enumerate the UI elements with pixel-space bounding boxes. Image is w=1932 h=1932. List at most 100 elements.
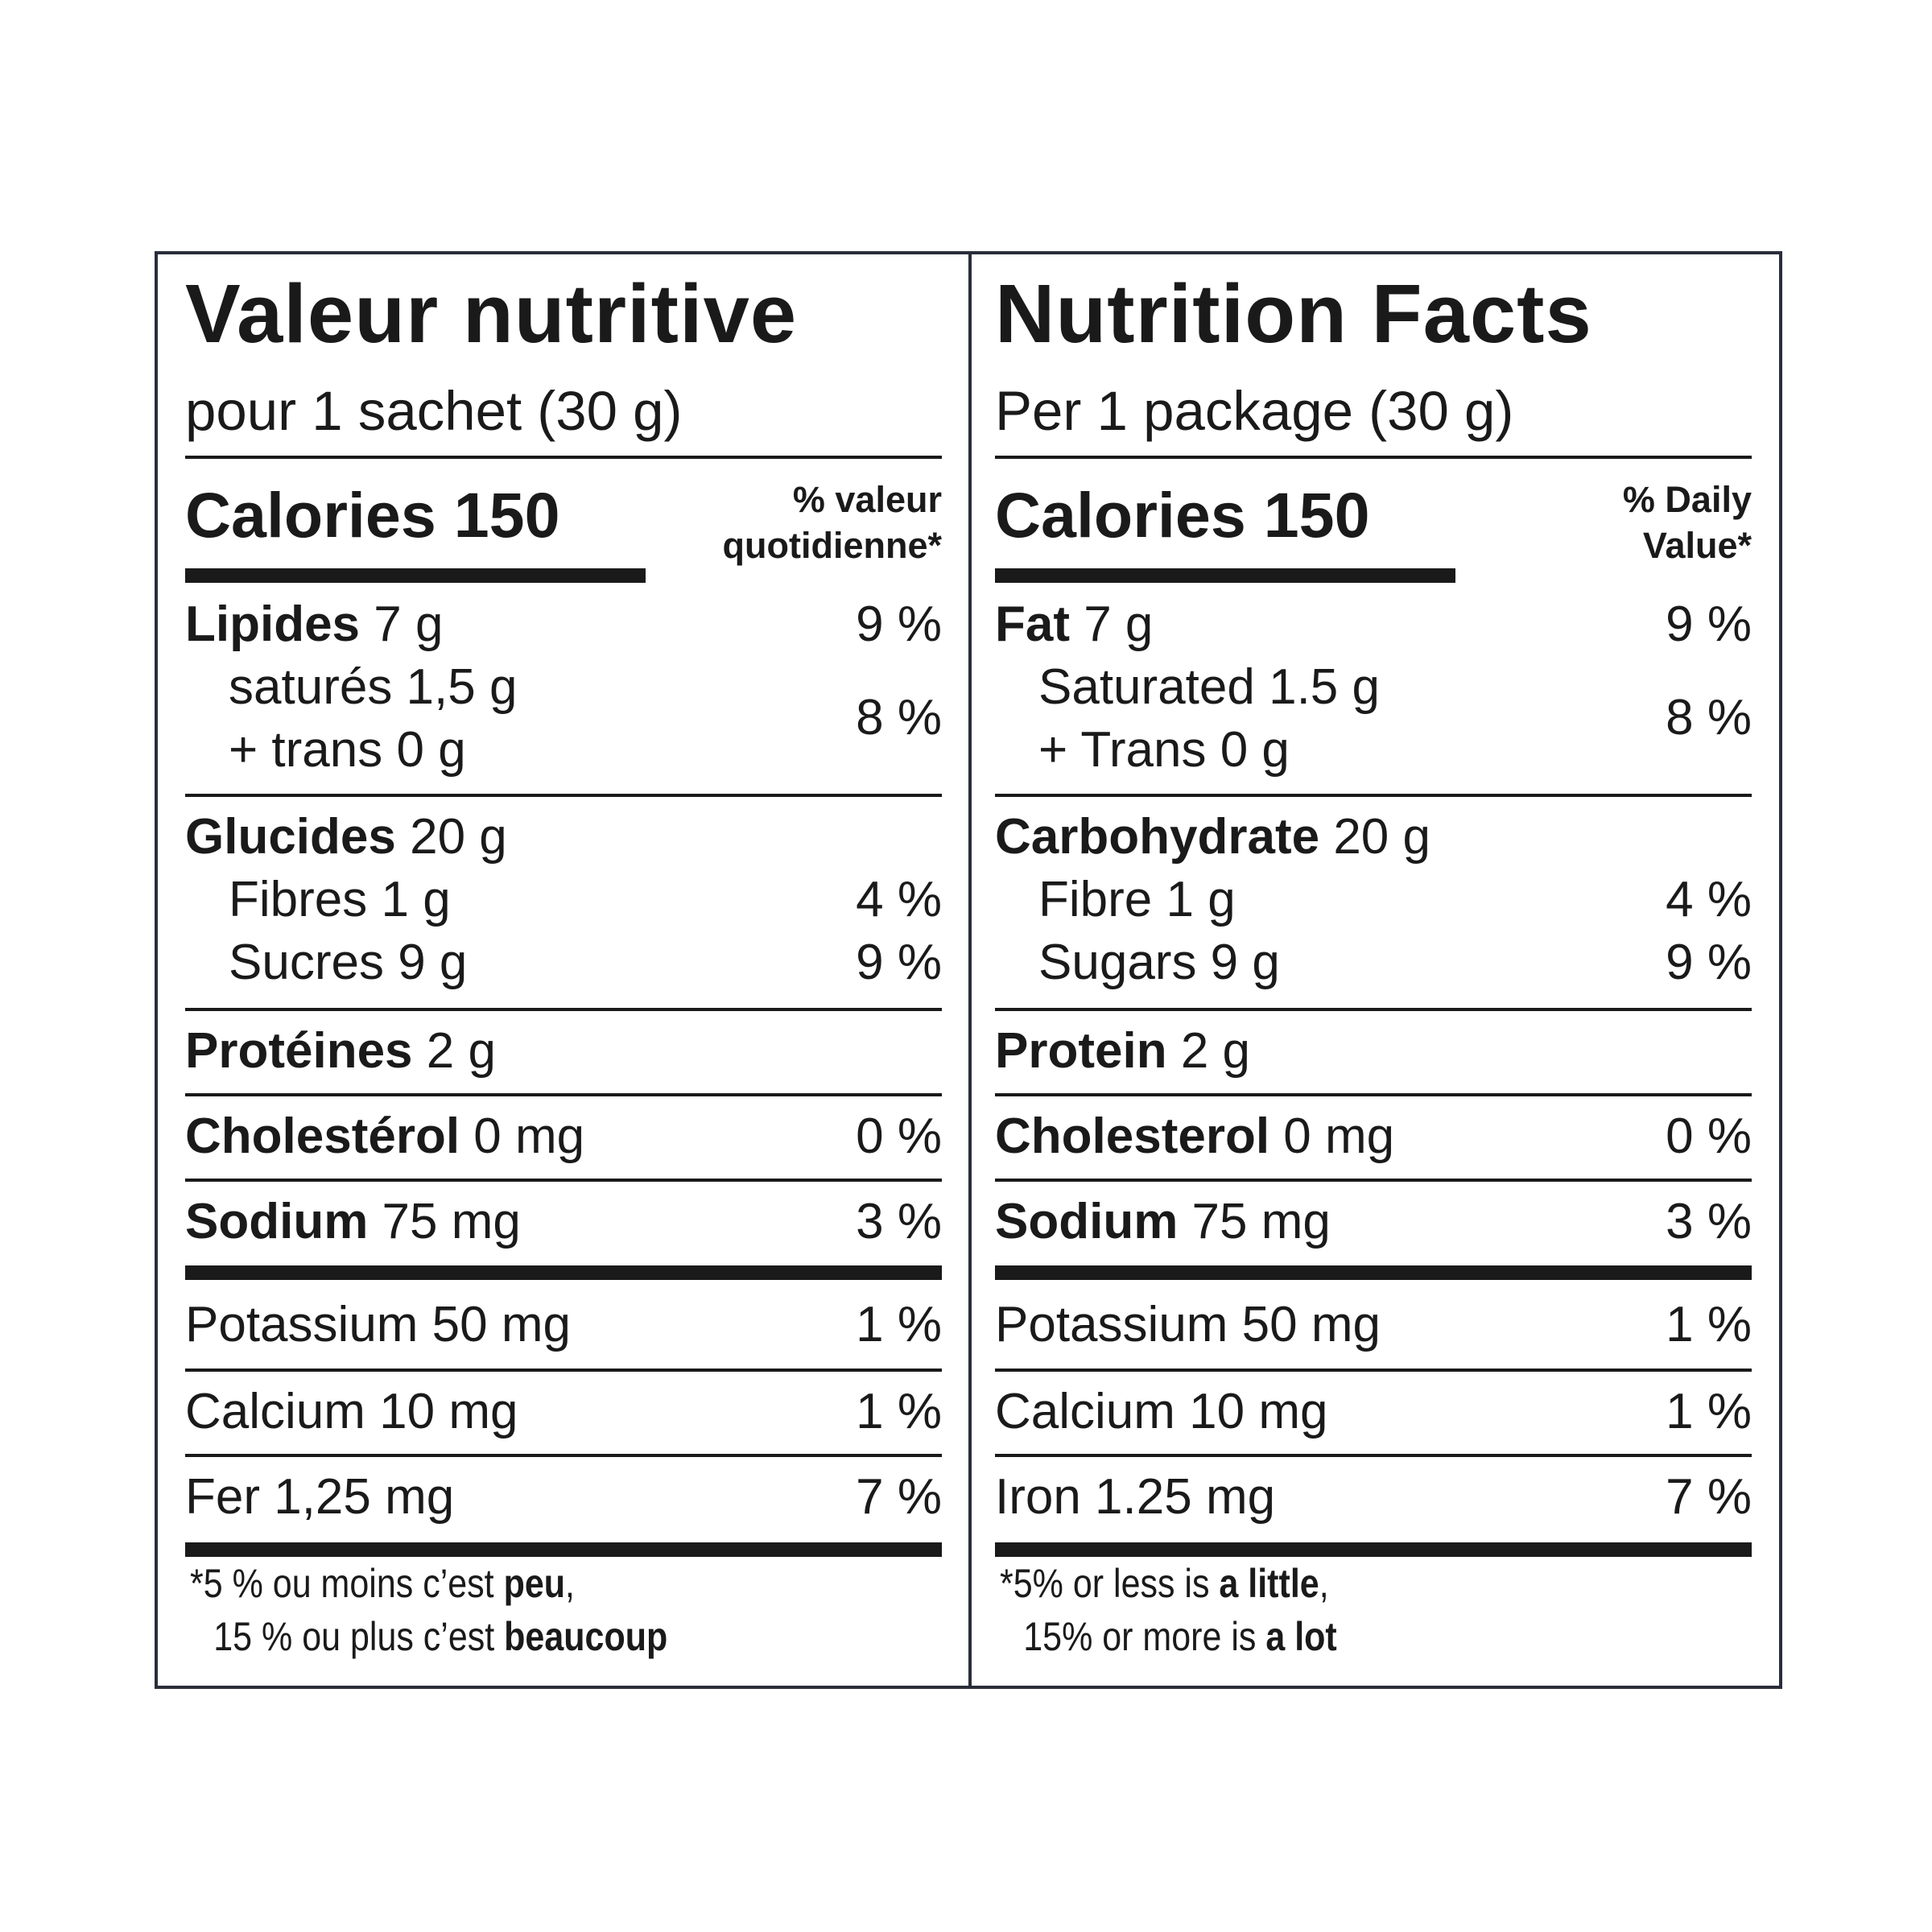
footnote-line-1: *5 % ou moins c’est peu, xyxy=(190,1561,575,1606)
trans-label: + Trans 0 g xyxy=(1038,722,1290,778)
daily-value-header-line-1: % Daily xyxy=(1622,479,1752,520)
sugars-label: Sugars 9 g xyxy=(1038,935,1280,990)
footnote-line-2: 15 % ou plus c’est beaucoup xyxy=(213,1614,668,1659)
cholesterol-amount: 0 mg xyxy=(460,1108,585,1164)
fibre-row: Fibres 1 g 4 % xyxy=(185,868,942,932)
sugars-daily-value: 9 % xyxy=(856,935,942,990)
rule-after-cholesterol xyxy=(995,1179,1752,1182)
english-panel: Nutrition Facts Per 1 package (30 g) Cal… xyxy=(995,254,1752,1686)
sugars-daily-value: 9 % xyxy=(1666,935,1752,990)
calories-bar xyxy=(995,568,1455,583)
cholesterol-amount: 0 mg xyxy=(1269,1108,1395,1164)
footnote-line-2: 15% or more is a lot xyxy=(1023,1614,1337,1659)
thick-rule-after-sodium xyxy=(995,1265,1752,1280)
iron-daily-value: 7 % xyxy=(856,1469,942,1525)
rule-after-carbohydrate xyxy=(995,1008,1752,1011)
saturated-label: Saturated 1.5 g xyxy=(1038,659,1380,715)
serving-size: Per 1 package (30 g) xyxy=(995,380,1514,442)
calories: Calories 150 xyxy=(995,479,1370,551)
protein-amount: 2 g xyxy=(1166,1023,1251,1079)
thick-rule-after-sodium xyxy=(185,1265,942,1280)
sodium-row: Sodium 75 mg 3 % xyxy=(185,1190,942,1254)
fat-row: Fat 7 g 9 % xyxy=(995,592,1752,657)
footnote: *5% or less is a little, 15% or more is … xyxy=(1000,1557,1337,1663)
french-panel: Valeur nutritive pour 1 sachet (30 g) Ca… xyxy=(185,254,942,1686)
protein-label: Protein xyxy=(995,1023,1167,1079)
fat-daily-value: 9 % xyxy=(1666,597,1752,652)
sodium-amount: 75 mg xyxy=(368,1194,521,1249)
protein-row: Protein 2 g xyxy=(995,1019,1752,1084)
potassium-label: Potassium 50 mg xyxy=(185,1297,571,1352)
fat-amount: 7 g xyxy=(1070,597,1154,652)
saturated-trans-daily-value: 8 % xyxy=(856,690,942,745)
serving-size: pour 1 sachet (30 g) xyxy=(185,380,683,442)
calcium-daily-value: 1 % xyxy=(856,1384,942,1439)
carbohydrate-amount: 20 g xyxy=(1319,809,1430,865)
rule-after-fat xyxy=(185,794,942,797)
rule-after-fat xyxy=(995,794,1752,797)
potassium-daily-value: 1 % xyxy=(856,1297,942,1352)
panel-title: Valeur nutritive xyxy=(185,267,798,360)
language-divider xyxy=(968,254,972,1686)
fibre-label: Fibre 1 g xyxy=(1038,872,1236,927)
cholesterol-label: Cholestérol xyxy=(185,1108,460,1164)
iron-label: Iron 1.25 mg xyxy=(995,1469,1276,1525)
daily-value-header-line-1: % valeur xyxy=(792,479,942,520)
footnote-line-1: *5% or less is a little, xyxy=(1000,1561,1329,1606)
sodium-daily-value: 3 % xyxy=(1666,1194,1752,1249)
fat-daily-value: 9 % xyxy=(856,597,942,652)
sugars-row: Sucres 9 g 9 % xyxy=(185,931,942,995)
rule-after-calcium xyxy=(995,1454,1752,1457)
fat-label: Lipides xyxy=(185,597,361,652)
calcium-label: Calcium 10 mg xyxy=(185,1384,518,1439)
calcium-daily-value: 1 % xyxy=(1666,1384,1752,1439)
calcium-row: Calcium 10 mg 1 % xyxy=(185,1380,942,1444)
nutrition-label: Valeur nutritive pour 1 sachet (30 g) Ca… xyxy=(155,251,1782,1689)
iron-daily-value: 7 % xyxy=(1666,1469,1752,1525)
carbohydrate-row: Glucides 20 g xyxy=(185,805,942,869)
rule-after-potassium xyxy=(185,1368,942,1372)
iron-row: Fer 1,25 mg 7 % xyxy=(185,1465,942,1530)
rule-after-carbohydrate xyxy=(185,1008,942,1011)
cholesterol-row: Cholestérol 0 mg 0 % xyxy=(185,1104,942,1169)
sodium-label: Sodium xyxy=(995,1194,1179,1249)
saturated-row: saturés 1,5 g xyxy=(185,655,942,720)
potassium-daily-value: 1 % xyxy=(1666,1297,1752,1352)
rule-after-protein xyxy=(185,1093,942,1096)
potassium-row: Potassium 50 mg 1 % xyxy=(185,1293,942,1357)
sugars-row: Sugars 9 g 9 % xyxy=(995,931,1752,995)
fat-label: Fat xyxy=(995,597,1070,652)
carbohydrate-label: Carbohydrate xyxy=(995,809,1320,865)
potassium-label: Potassium 50 mg xyxy=(995,1297,1381,1352)
calcium-label: Calcium 10 mg xyxy=(995,1384,1328,1439)
fat-row: Lipides 7 g 9 % xyxy=(185,592,942,657)
fat-amount: 7 g xyxy=(360,597,444,652)
footnote: *5 % ou moins c’est peu, 15 % ou plus c’… xyxy=(190,1557,667,1663)
sodium-amount: 75 mg xyxy=(1178,1194,1331,1249)
daily-value-header-line-2: quotidienne* xyxy=(722,525,942,566)
fibre-row: Fibre 1 g 4 % xyxy=(995,868,1752,932)
rule-under-serving xyxy=(995,456,1752,459)
cholesterol-daily-value: 0 % xyxy=(856,1108,942,1164)
rule-under-serving xyxy=(185,456,942,459)
rule-after-potassium xyxy=(995,1368,1752,1372)
cholesterol-label: Cholesterol xyxy=(995,1108,1270,1164)
sodium-label: Sodium xyxy=(185,1194,369,1249)
cholesterol-daily-value: 0 % xyxy=(1666,1108,1752,1164)
trans-row: + trans 0 g xyxy=(185,718,942,782)
carbohydrate-label: Glucides xyxy=(185,809,396,865)
calcium-row: Calcium 10 mg 1 % xyxy=(995,1380,1752,1444)
iron-row: Iron 1.25 mg 7 % xyxy=(995,1465,1752,1530)
calories: Calories 150 xyxy=(185,479,560,551)
cholesterol-row: Cholesterol 0 mg 0 % xyxy=(995,1104,1752,1169)
saturated-row: Saturated 1.5 g xyxy=(995,655,1752,720)
calories-bar xyxy=(185,568,646,583)
rule-after-protein xyxy=(995,1093,1752,1096)
sodium-daily-value: 3 % xyxy=(856,1194,942,1249)
fibre-daily-value: 4 % xyxy=(856,872,942,927)
rule-after-cholesterol xyxy=(185,1179,942,1182)
saturated-trans-daily-value: 8 % xyxy=(1666,690,1752,745)
sodium-row: Sodium 75 mg 3 % xyxy=(995,1190,1752,1254)
thick-rule-before-footnote xyxy=(185,1542,942,1557)
protein-amount: 2 g xyxy=(412,1023,496,1079)
